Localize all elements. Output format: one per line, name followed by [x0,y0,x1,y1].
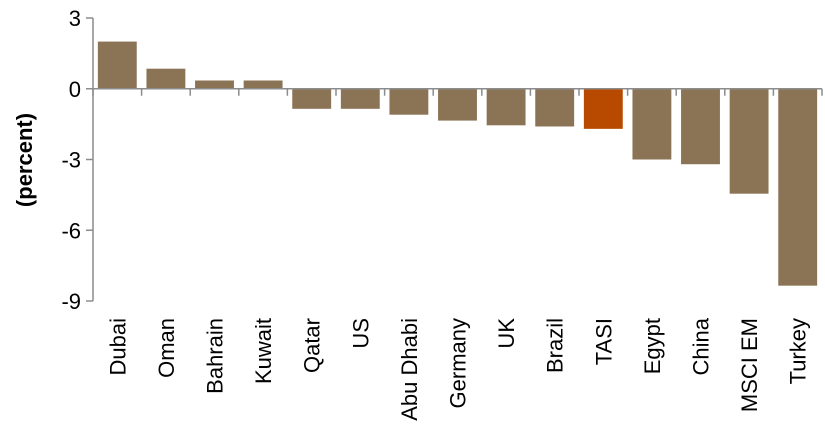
bar-uk [486,88,526,126]
y-tick-label: 0 [69,77,81,102]
bar-turkey [778,88,818,286]
x-tick-label: Brazil [543,318,568,373]
bar-brazil [535,88,575,127]
bar-kuwait [243,80,283,89]
bar-germany [438,88,477,121]
x-tick-label: Oman [154,318,179,378]
bar-abu-dhabi [389,88,429,115]
x-tick-label: Germany [446,318,471,408]
bar-msci-em [729,88,769,194]
bar-dubai [97,41,137,89]
x-tick-label: Egypt [640,318,665,374]
x-tick-labels: Dubai Oman Bahrain Kuwait Qatar US Abu Dhabi Ge… [105,317,810,421]
x-tick-label: Turkey [786,318,811,384]
x-tick-label: US [348,318,373,349]
x-tick-label: Dubai [105,318,130,375]
y-tick-label: -6 [61,218,81,243]
x-tick-label: Kuwait [251,318,276,384]
bar-oman [146,68,186,89]
y-tick-label: -9 [61,289,81,314]
bar-tasi [583,88,623,129]
x-tick-label: Qatar [300,318,325,373]
bar-egypt [632,88,672,160]
x-tick-label: UK [494,318,519,349]
x-tick-label: China [689,317,714,375]
bar-us [340,88,380,109]
y-tick-label: -3 [61,148,81,173]
y-tick-label: 3 [69,6,81,31]
x-tick-label: Abu Dhabi [397,318,422,421]
y-axis-title: (percent) [12,113,37,207]
bar-china [681,88,720,165]
bar-bahrain [195,80,234,89]
x-axis [92,88,823,96]
y-axis: 3 0 -3 -6 -9 [61,6,94,314]
bar-qatar [292,88,332,109]
x-tick-label: TASI [591,318,616,365]
bars [97,41,818,286]
x-tick-label: Bahrain [203,318,228,394]
x-tick-label: MSCI EM [737,318,762,412]
